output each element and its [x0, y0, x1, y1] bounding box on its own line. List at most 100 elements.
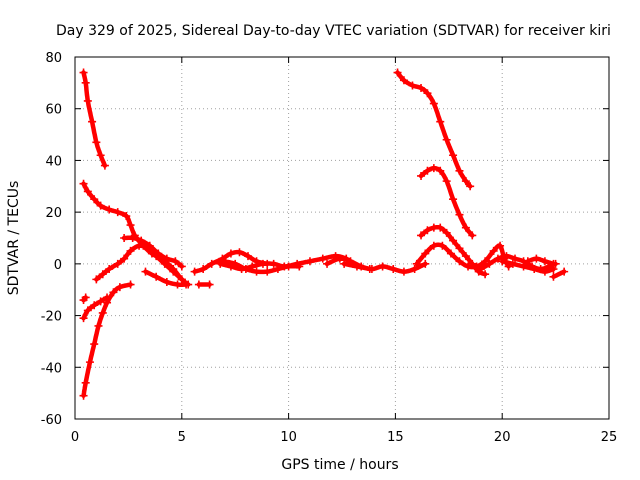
data-point	[449, 195, 458, 204]
y-tick-label: -60	[41, 413, 62, 428]
data-point	[417, 84, 426, 93]
data-point	[126, 221, 135, 230]
series-arc16	[417, 164, 477, 240]
series-line	[81, 282, 133, 398]
data-point	[177, 275, 186, 284]
data-point	[126, 246, 135, 255]
y-tick-label: 20	[45, 206, 62, 221]
data-point	[323, 259, 332, 268]
data-point	[81, 378, 90, 387]
series-arc15	[393, 68, 475, 191]
data-point	[162, 277, 171, 286]
data-point	[468, 231, 477, 240]
data-point	[216, 259, 225, 268]
data-point	[169, 267, 178, 276]
data-point	[244, 252, 253, 261]
data-point	[523, 257, 532, 266]
series-arc3	[79, 280, 135, 400]
y-tick-label: 0	[54, 258, 62, 273]
data-point	[436, 223, 445, 232]
series-arc9	[194, 280, 214, 289]
data-point	[263, 267, 272, 276]
data-point	[231, 259, 240, 268]
data-point	[220, 257, 229, 266]
data-point	[352, 262, 361, 271]
data-point	[481, 270, 490, 279]
data-point	[498, 257, 507, 266]
data-point	[284, 262, 293, 271]
data-point	[489, 246, 498, 255]
data-point	[137, 236, 146, 245]
data-point	[399, 76, 408, 85]
series-arc21	[523, 254, 558, 268]
data-point	[83, 96, 92, 105]
data-point	[549, 272, 558, 281]
data-point	[423, 226, 432, 235]
data-point	[393, 68, 402, 77]
x-tick-label: 15	[387, 430, 404, 445]
data-point	[126, 280, 135, 289]
data-point	[412, 259, 421, 268]
data-point	[305, 257, 314, 266]
series-arc4	[79, 293, 112, 323]
data-point	[455, 166, 464, 175]
data-point	[105, 265, 114, 274]
data-point	[98, 308, 107, 317]
x-tick-labels: 0 5 10 15 20 25	[71, 430, 617, 445]
data-point	[235, 248, 244, 257]
series-line	[525, 256, 556, 267]
data-point	[115, 283, 124, 292]
data-point	[540, 267, 549, 276]
data-point	[429, 164, 438, 173]
x-tick-label: 20	[494, 430, 511, 445]
data-point	[145, 241, 154, 250]
data-point	[141, 267, 150, 276]
series-arc8	[141, 267, 191, 289]
data-point	[90, 195, 99, 204]
data-point	[252, 267, 261, 276]
data-point	[417, 231, 426, 240]
data-point	[173, 280, 182, 289]
data-point	[92, 138, 101, 147]
data-point	[438, 241, 447, 250]
x-tick-label: 5	[178, 430, 186, 445]
data-point	[273, 265, 282, 274]
data-point	[455, 257, 464, 266]
data-point	[103, 293, 112, 302]
data-point	[560, 267, 569, 276]
data-point	[113, 208, 122, 217]
data-point	[464, 262, 473, 271]
data-point	[120, 234, 129, 242]
series-arc14	[340, 259, 374, 274]
data-point	[429, 241, 438, 250]
data-point	[423, 166, 432, 175]
data-point	[461, 252, 470, 261]
series-arc12	[220, 257, 304, 276]
data-point	[532, 254, 541, 263]
data-point	[122, 212, 131, 221]
data-point	[340, 259, 349, 268]
y-tick-label: 60	[45, 103, 62, 118]
data-point	[96, 201, 105, 210]
y-tick-label: 80	[45, 51, 62, 66]
data-point	[128, 234, 137, 242]
data-point	[96, 151, 105, 160]
data-point	[335, 254, 344, 263]
data-point	[190, 267, 199, 276]
y-tick-label: -20	[41, 310, 62, 325]
y-tick-label: -40	[41, 361, 62, 376]
data-point	[318, 254, 327, 263]
data-point	[442, 228, 451, 237]
data-point	[90, 340, 99, 349]
data-point	[113, 259, 122, 268]
data-point	[105, 205, 114, 214]
data-point	[120, 254, 129, 263]
data-point	[96, 297, 105, 306]
data-point	[81, 78, 90, 87]
data-point	[549, 259, 558, 268]
data-point	[442, 177, 451, 186]
data-point	[378, 262, 387, 271]
data-point	[160, 259, 169, 268]
y-axis-label: SDTVAR / TECUs	[6, 181, 22, 296]
data-point	[442, 135, 451, 144]
